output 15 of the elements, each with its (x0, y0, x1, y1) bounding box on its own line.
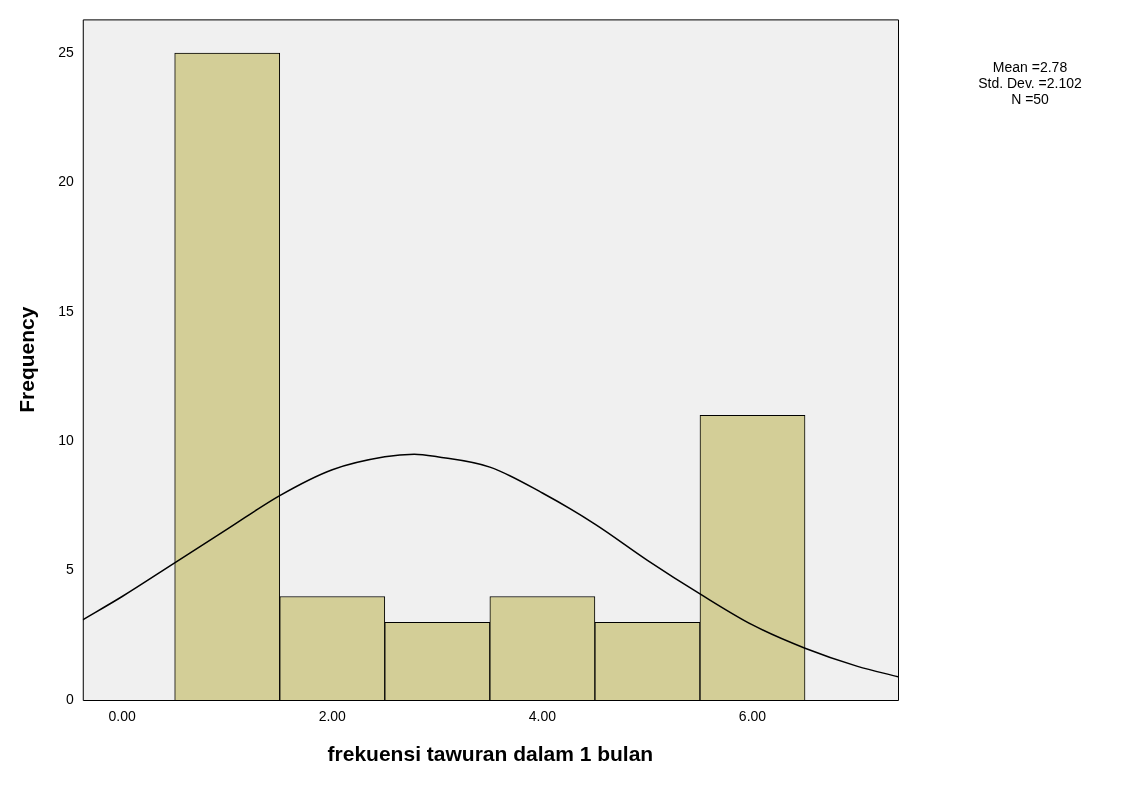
y-tick-label: 5 (65, 561, 74, 578)
x-axis-title: frekuensi tawuran dalam 1 bulan (327, 742, 654, 766)
text: Std. Dev. =2.102 (978, 75, 1083, 92)
y-tick-label: 15 (58, 302, 74, 319)
x-tick-label: 0.00 (108, 708, 136, 725)
x-tick-label: 6.00 (738, 708, 767, 725)
y-tick-label: 25 (58, 43, 74, 60)
y-tick-label: 0 (65, 690, 74, 707)
text: N =50 (1011, 91, 1050, 108)
x-tick-label: 2.00 (318, 708, 347, 725)
y-tick-label: 20 (58, 173, 74, 190)
y-tick-label: 10 (58, 432, 74, 449)
text: Mean =2.78 (992, 59, 1068, 76)
x-tick-label: 4.00 (528, 708, 557, 725)
y-axis-title: Frequency (15, 306, 39, 413)
